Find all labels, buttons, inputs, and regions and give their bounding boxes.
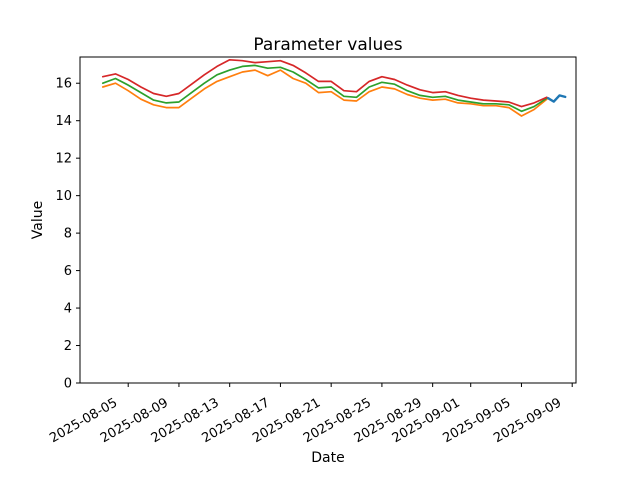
- chart-title: Parameter values: [253, 35, 402, 55]
- y-tick-label: 16: [55, 77, 72, 92]
- series-line-latest-blue: [546, 94, 567, 103]
- y-tick-label: 12: [55, 152, 72, 167]
- series-line-upper-red: [101, 58, 548, 108]
- y-tick-label: 2: [64, 339, 72, 354]
- y-tick-label: 0: [64, 377, 72, 392]
- series-line-middle-green: [101, 64, 548, 113]
- y-tick-label: 8: [64, 227, 72, 242]
- plot-border: [79, 56, 577, 384]
- y-axis-label: Value: [30, 201, 46, 239]
- y-tick-label: 4: [64, 302, 72, 317]
- x-axis-label: Date: [311, 450, 344, 466]
- y-tick-label: 14: [55, 114, 72, 129]
- y-tick-label: 10: [55, 189, 72, 204]
- series-line-lower-orange: [101, 69, 548, 117]
- y-tick-label: 6: [64, 264, 72, 279]
- plot-area: 02468101214162025-08-052025-08-092025-08…: [47, 56, 577, 446]
